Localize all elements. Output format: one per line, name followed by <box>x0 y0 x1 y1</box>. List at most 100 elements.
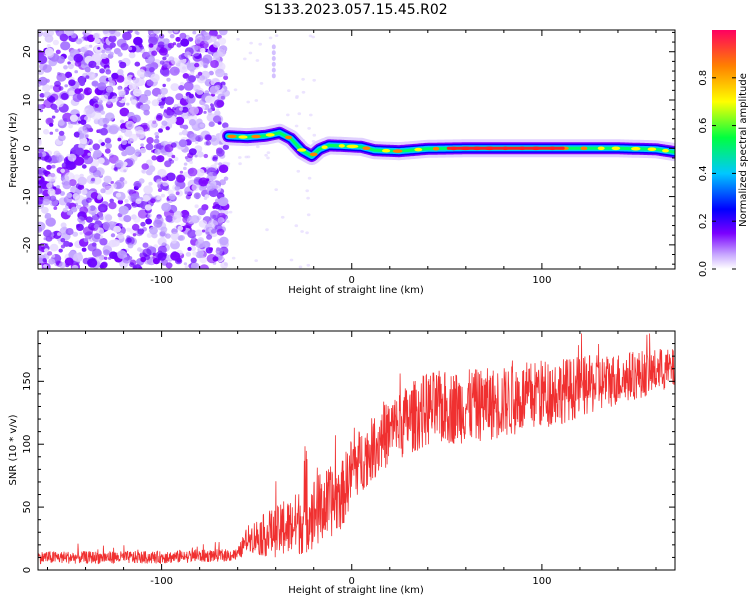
noise-blob <box>149 67 155 73</box>
noise-blob <box>58 134 66 142</box>
noise-blob <box>83 237 89 243</box>
noise-speck <box>243 57 247 61</box>
noise-blob <box>41 206 49 214</box>
noise-blob <box>178 85 185 91</box>
noise-blob <box>99 68 105 74</box>
noise-blob <box>72 93 83 102</box>
noise-blob <box>49 243 59 252</box>
noise-blob <box>198 220 208 228</box>
noise-blob <box>38 169 43 175</box>
noise-blob <box>211 228 217 234</box>
noise-blob <box>47 173 57 182</box>
noise-blob <box>222 122 229 129</box>
noise-blob <box>74 60 82 67</box>
noise-blob <box>199 75 206 81</box>
noise-blob <box>141 163 149 170</box>
noise-blob <box>131 223 140 231</box>
noise-blob <box>170 83 180 92</box>
noise-speck <box>280 215 285 219</box>
noise-blob <box>161 120 168 126</box>
noise-blob <box>194 204 199 209</box>
track-peak <box>265 133 275 137</box>
noise-blob <box>153 144 160 150</box>
noise-speck <box>298 265 303 269</box>
noise-blob <box>151 87 162 97</box>
noise-speck <box>295 96 299 99</box>
noise-blob <box>64 257 74 266</box>
noise-blob <box>177 225 184 231</box>
noise-blob <box>62 181 72 190</box>
noise-blob <box>157 237 167 246</box>
noise-blob <box>99 229 104 234</box>
noise-blob <box>45 235 53 242</box>
noise-blob <box>174 116 185 126</box>
noise-blob <box>189 106 199 116</box>
noise-blob <box>154 148 161 155</box>
noise-speck <box>305 189 310 193</box>
noise-blob <box>183 116 188 120</box>
noise-blob <box>58 130 65 136</box>
noise-blob <box>81 188 88 195</box>
noise-blob <box>117 137 122 142</box>
noise-blob <box>212 171 218 177</box>
noise-blob <box>178 235 185 241</box>
noise-blob <box>164 96 175 105</box>
noise-blob <box>56 154 65 162</box>
noise-blob <box>38 138 42 145</box>
noise-blob <box>121 139 128 145</box>
noise-blob <box>63 65 68 70</box>
track-peak <box>414 147 423 152</box>
noise-blob <box>217 217 225 224</box>
noise-blob <box>185 194 191 200</box>
noise-blob <box>93 224 100 229</box>
track-peak <box>631 146 641 151</box>
noise-blob <box>186 62 197 72</box>
noise-blob <box>160 259 169 266</box>
noise-blob <box>147 119 157 129</box>
noise-blob <box>156 195 161 201</box>
noise-blob <box>206 234 213 240</box>
noise-speck <box>228 210 233 214</box>
noise-blob <box>97 82 107 91</box>
noise-blob <box>58 261 66 269</box>
noise-blob <box>144 89 152 97</box>
noise-blob <box>136 69 146 78</box>
noise-blob <box>77 176 87 186</box>
noise-blob <box>126 237 132 243</box>
noise-speck <box>307 126 311 130</box>
noise-blob <box>67 61 71 65</box>
noise-speck <box>311 35 316 39</box>
noise-blob <box>186 75 196 84</box>
noise-blob <box>223 176 229 181</box>
noise-blob <box>113 225 121 233</box>
noise-blob <box>219 236 229 246</box>
noise-blob <box>94 103 99 108</box>
noise-blob <box>124 129 133 137</box>
noise-blob <box>108 201 117 210</box>
noise-blob <box>183 81 194 91</box>
noise-blob <box>157 94 162 98</box>
noise-blob <box>75 38 83 45</box>
noise-blob <box>223 72 228 77</box>
noise-blob <box>202 241 210 248</box>
noise-blob <box>187 229 197 239</box>
noise-blob <box>91 233 102 243</box>
noise-blob <box>135 126 144 135</box>
noise-blob <box>99 127 108 136</box>
noise-blob <box>222 144 229 150</box>
noise-blob <box>165 126 170 131</box>
noise-blob <box>91 212 95 216</box>
noise-blob <box>175 191 180 195</box>
noise-blob <box>151 99 160 107</box>
noise-blob <box>44 248 49 253</box>
noise-blob <box>80 119 87 125</box>
noise-blob <box>87 258 98 268</box>
noise-blob <box>148 43 154 48</box>
noise-blob <box>117 199 124 205</box>
noise-blob <box>103 256 108 260</box>
noise-blob <box>110 233 116 238</box>
noise-blob <box>132 88 142 97</box>
noise-blob <box>146 159 153 166</box>
noise-blob <box>151 155 157 161</box>
noise-blob <box>201 105 206 110</box>
